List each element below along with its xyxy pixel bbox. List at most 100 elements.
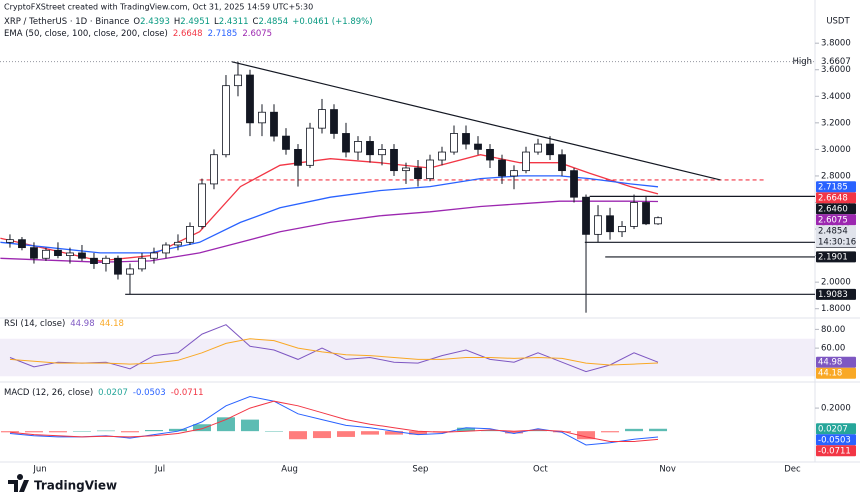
candle-body [450, 133, 458, 153]
macd-histogram-bar [649, 428, 668, 432]
macd-histogram-bar [312, 431, 331, 439]
candle-body [186, 225, 194, 243]
macd-histogram-bar [0, 431, 19, 433]
y-tick-label: 0.2000 [821, 404, 851, 414]
y-tick-label: 1.8000 [821, 304, 851, 314]
x-tick-label: Sep [412, 465, 428, 475]
y-tick-label: 3.8000 [821, 39, 851, 49]
y-tick-label: 3.4000 [821, 92, 851, 102]
candle-body [378, 148, 386, 156]
candle-body [102, 257, 110, 264]
rsi-label: 44.18 [816, 367, 856, 379]
candle-body [138, 257, 146, 270]
macd-histogram-bar [96, 430, 115, 432]
candle-body [234, 74, 242, 87]
candle-body [318, 109, 326, 129]
rsi-value: 44.98 [70, 319, 94, 329]
candle-body [558, 154, 566, 172]
rsi-legend: RSI (14, close) 44.98 44.18 [4, 319, 124, 329]
symbol-legend: XRP / TetherUS · 1D · Binance O2.4393 H2.4… [4, 17, 373, 27]
y-tick-label: 2.8000 [821, 171, 851, 181]
rsi-band [0, 338, 815, 377]
macd-histogram-bar [601, 431, 620, 433]
label-box [816, 356, 856, 368]
candle-body [522, 151, 530, 172]
macd-histogram-bar [336, 431, 355, 437]
histogram-label: 0.0207 [816, 423, 856, 435]
candle-body [258, 111, 266, 124]
ohlc-value: 2.4951 [180, 17, 210, 27]
candle-body [486, 148, 494, 161]
label-text: 2.1901 [818, 252, 848, 262]
candle-body [594, 215, 602, 235]
candle-body [438, 151, 446, 161]
macd-histogram-bar [625, 428, 644, 432]
label-box [816, 251, 856, 263]
candle-body [498, 159, 506, 177]
x-tick-label: Jun [32, 465, 46, 475]
label-text: 1.9083 [818, 290, 848, 300]
ohlc-value: 2.4311 [219, 17, 249, 27]
candle-body [114, 257, 122, 275]
macd-histogram-bar [529, 430, 548, 432]
candle-body [246, 74, 254, 124]
macd-histogram-bar [409, 431, 428, 435]
label-text: 44.98 [818, 358, 842, 368]
y-tick-label: 3.6000 [821, 65, 851, 75]
x-tick-label: Aug [281, 465, 298, 475]
macd-histogram-bar [553, 431, 572, 433]
high-label: High [792, 57, 812, 67]
candle-body [150, 252, 158, 259]
candle-body [174, 241, 182, 246]
macd-histogram-bar [48, 431, 67, 433]
ema-value: 2.7185 [208, 29, 238, 39]
label-box [816, 181, 856, 193]
candle-body [402, 167, 410, 172]
ohlc-value: 2.4393 [140, 17, 170, 27]
candle-body [390, 148, 398, 172]
ema-label: 2.7185 [816, 181, 856, 193]
candle-body [30, 247, 38, 259]
rsi-line [9, 338, 659, 366]
label-text: -0.0503 [818, 435, 851, 445]
candle-body [570, 170, 578, 198]
level-label: 2.1901 [816, 251, 856, 263]
macd-histogram-bar [144, 430, 163, 432]
macd-label: -0.0503 [816, 434, 856, 446]
label-box [816, 367, 856, 379]
ohlc-letter: H [174, 17, 180, 27]
candle-body [414, 167, 422, 180]
candle-body [462, 133, 470, 145]
macd-histogram-bar [264, 431, 283, 432]
ema-legend: EMA (50, close, 100, close, 200, close) 2… [4, 29, 272, 39]
macd-value: -0.0711 [171, 388, 204, 398]
candle-body [126, 268, 134, 275]
ema-label: 2.6648 [816, 192, 856, 204]
candle-body [6, 239, 14, 243]
candle-body [606, 215, 614, 233]
logo-text: TradingView [34, 479, 117, 493]
currency: USDT [826, 17, 850, 27]
label-text: 2.6460 [818, 204, 848, 214]
label-text: 2.6075 [818, 215, 848, 225]
candle-body [270, 111, 278, 137]
label-box [816, 203, 856, 215]
candle-body [54, 249, 62, 257]
macd-line [9, 400, 659, 442]
macd-histogram-bar [360, 431, 379, 435]
label-box [816, 423, 856, 435]
macd-histogram-bar [481, 430, 500, 432]
candle-body [354, 141, 362, 153]
macd-histogram-bar [577, 431, 596, 440]
candle-body [330, 109, 338, 134]
macd-histogram-bar [505, 431, 524, 434]
ohlc-letter: O [133, 17, 140, 27]
x-tick-label: Dec [784, 465, 801, 475]
x-tick-label: Jul [154, 465, 165, 475]
candle-body [474, 143, 482, 150]
macd-legend: MACD (12, 26, close) 0.0207 -0.0503 -0.0711 [4, 388, 204, 398]
y-tick-label: 2.0000 [821, 278, 851, 288]
